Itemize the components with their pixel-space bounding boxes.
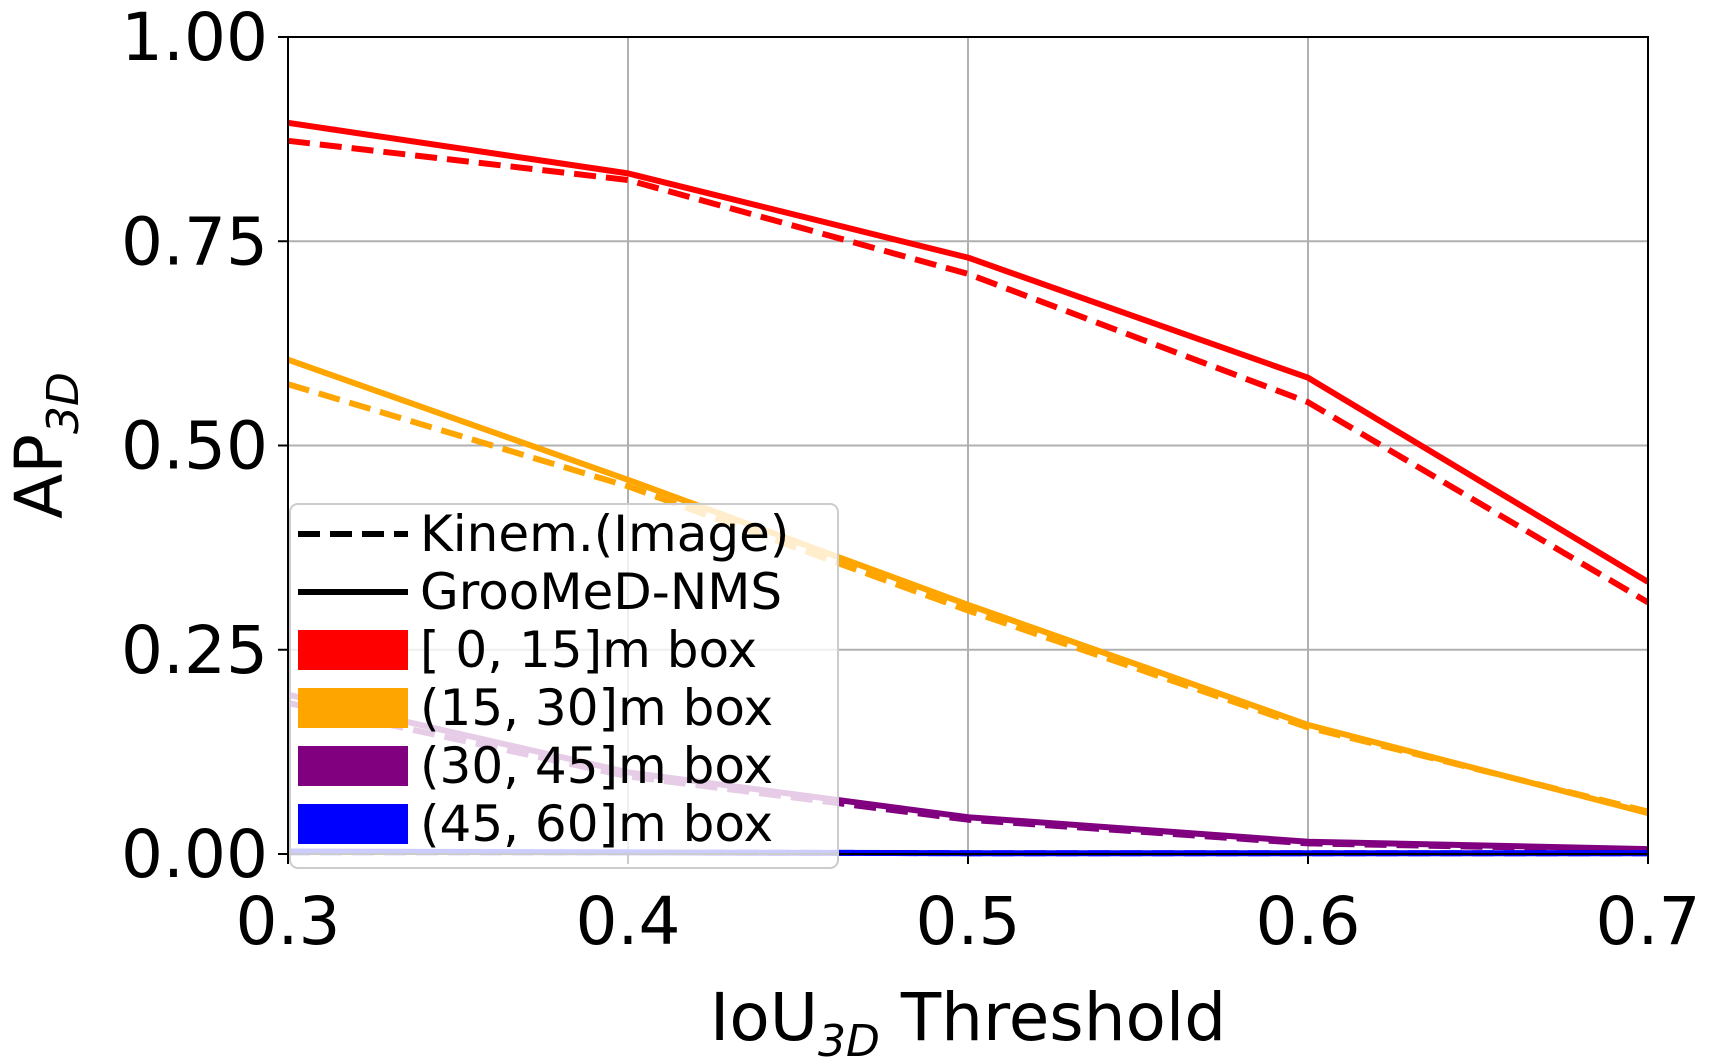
legend-label: Kinem.(Image) [420, 505, 789, 563]
legend-label: (45, 60]m box [420, 795, 773, 853]
series-line [287, 356, 1649, 817]
y-tick-label: 0.75 [121, 203, 268, 280]
x-tick-label: 0.6 [1256, 883, 1361, 960]
legend-label: [ 0, 15]m box [420, 621, 757, 679]
legend-color-swatch [298, 746, 408, 786]
y-tick-label: 0.00 [121, 816, 268, 893]
x-tick-label: 0.5 [916, 883, 1021, 960]
legend-label: (30, 45]m box [420, 737, 773, 795]
series-line [287, 119, 1650, 585]
y-axis-label-main: AP [1, 434, 78, 519]
legend-color-swatch [298, 804, 408, 844]
y-tick-label: 0.50 [121, 408, 268, 485]
axis-ticks: 0.3 0.4 0.5 0.6 0.7 0.00 0.25 0.50 0.75 1.00 [121, 0, 1700, 960]
x-axis-label-subscript: 3D [818, 1016, 880, 1060]
x-tick-label: 0.3 [236, 883, 341, 960]
legend: Kinem.(Image)GrooMeD-NMS[ 0, 15]m box(15… [289, 503, 839, 869]
y-axis-label-subscript: 3D [38, 372, 89, 434]
series-line [287, 137, 1650, 605]
x-tick-label: 0.4 [576, 883, 681, 960]
x-axis-label-rest: Threshold [880, 979, 1226, 1056]
y-axis-label: AP3D [1, 372, 89, 519]
legend-color-swatch [298, 630, 408, 670]
legend-label: GrooMeD-NMS [420, 563, 782, 621]
x-tick-label: 0.7 [1596, 883, 1701, 960]
legend-color-swatch [298, 688, 408, 728]
legend-label: (15, 30]m box [420, 679, 773, 737]
y-tick-label: 1.00 [121, 0, 268, 76]
x-axis-label-main: IoU [710, 979, 818, 1056]
y-tick-label: 0.25 [121, 612, 268, 689]
x-axis-label: IoU3D Threshold [710, 979, 1226, 1060]
legend-box [289, 503, 839, 869]
